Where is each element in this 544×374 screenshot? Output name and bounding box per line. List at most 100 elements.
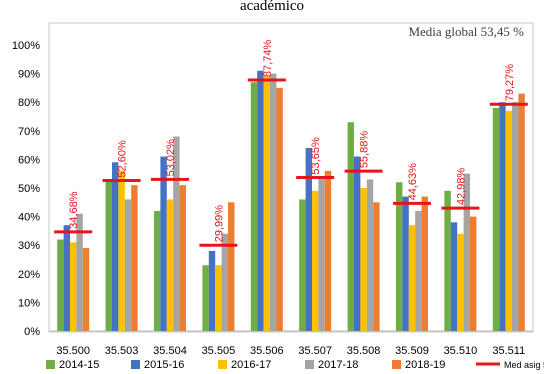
bar-2017-18-35.506 bbox=[270, 73, 277, 331]
mean-label: 42,98% bbox=[455, 168, 467, 206]
bars-group bbox=[57, 70, 525, 332]
bar-2014-15-35.504 bbox=[154, 210, 161, 331]
mean-label: 87,74% bbox=[262, 40, 274, 78]
global-mean-annotation: Media global 53,45 % bbox=[408, 24, 524, 39]
bar-2017-18-35.507 bbox=[318, 176, 325, 331]
mean-label: 52,60% bbox=[117, 140, 129, 178]
legend: 2014-15 2015-16 2016-17 2017-18 2018-19 Med a… bbox=[46, 359, 544, 371]
legend-label: 2014-15 bbox=[59, 359, 99, 371]
mean-lines-group bbox=[54, 78, 528, 247]
mean-label: 34,68% bbox=[68, 191, 80, 229]
legend-label: 2015-16 bbox=[144, 359, 184, 371]
bar-2016-17-35.503 bbox=[118, 170, 125, 331]
plot-frame bbox=[48, 22, 534, 333]
legend-swatch-2015-16 bbox=[131, 360, 140, 369]
mean-label: 29,99% bbox=[213, 205, 225, 243]
legend-label: 2016-17 bbox=[231, 359, 271, 371]
y-tick-label: 90% bbox=[18, 69, 40, 81]
bar-2016-17-35.511 bbox=[505, 110, 512, 331]
bar-2015-16-35.504 bbox=[160, 156, 167, 331]
bar-2014-15-35.510 bbox=[444, 190, 451, 331]
y-axis: 0% 10% 20% 30% 40% 50% 60% 70% 80% 90% 100% bbox=[12, 40, 40, 338]
bar-2016-17-35.510 bbox=[457, 233, 464, 331]
bar-2016-17-35.508 bbox=[360, 188, 367, 331]
bar-2018-19-35.507 bbox=[324, 170, 332, 331]
legend-label: 2018-19 bbox=[405, 359, 445, 371]
mean-label: 79,27% bbox=[504, 64, 516, 102]
x-tick-label: 35.509 bbox=[395, 345, 429, 357]
x-tick-label: 35.507 bbox=[298, 345, 332, 357]
bar-2018-19-35.510 bbox=[470, 216, 477, 331]
x-tick-label: 35.506 bbox=[250, 345, 284, 357]
x-tick-label: 35.511 bbox=[492, 345, 525, 357]
y-tick-label: 0% bbox=[24, 326, 40, 338]
bar-2015-16-35.505 bbox=[208, 250, 216, 331]
bar-2016-17-35.509 bbox=[408, 225, 416, 331]
bar-2015-16-35.507 bbox=[305, 147, 312, 331]
bar-2014-15-35.500 bbox=[57, 239, 64, 331]
y-tick-label: 10% bbox=[18, 297, 40, 309]
y-tick-label: 80% bbox=[18, 97, 40, 109]
y-tick-label: 30% bbox=[18, 240, 40, 252]
bar-2014-15-35.506 bbox=[250, 82, 258, 332]
bar-2014-15-35.511 bbox=[492, 107, 500, 331]
y-tick-label: 40% bbox=[18, 212, 40, 224]
bar-2014-15-35.503 bbox=[105, 179, 112, 331]
bar-2017-18-35.511 bbox=[512, 102, 519, 331]
x-tick-label: 35.504 bbox=[153, 345, 187, 357]
mean-label: 44,63% bbox=[407, 163, 419, 201]
x-tick-label: 35.510 bbox=[444, 345, 478, 357]
y-tick-label: 60% bbox=[18, 154, 40, 166]
y-tick-label: 70% bbox=[18, 126, 40, 138]
bar-2014-15-35.509 bbox=[396, 182, 403, 331]
bar-2017-18-35.510 bbox=[463, 173, 470, 331]
x-tick-label: 35.503 bbox=[105, 345, 139, 357]
bar-2014-15-35.507 bbox=[299, 199, 306, 331]
bar-2016-17-35.506 bbox=[263, 76, 270, 332]
bar-2014-15-35.505 bbox=[202, 265, 209, 331]
mean-label: 53,02% bbox=[165, 139, 177, 177]
bar-2016-17-35.500 bbox=[70, 242, 77, 331]
x-tick-label: 35.505 bbox=[202, 345, 236, 357]
bar-2017-18-35.508 bbox=[366, 179, 374, 331]
bar-2017-18-35.505 bbox=[221, 233, 228, 331]
y-tick-label: 20% bbox=[18, 269, 40, 281]
bar-2015-16-35.508 bbox=[354, 156, 361, 331]
bar-2015-16-35.510 bbox=[450, 222, 458, 331]
bar-2017-18-35.509 bbox=[415, 210, 422, 331]
legend-swatch-2018-19 bbox=[392, 360, 401, 369]
bar-2015-16-35.500 bbox=[63, 225, 70, 331]
bar-2018-19-35.504 bbox=[179, 185, 186, 331]
bar-2015-16-35.509 bbox=[402, 196, 409, 331]
x-tick-label: 35.500 bbox=[56, 345, 90, 357]
bar-2014-15-35.508 bbox=[347, 122, 354, 331]
mean-label: 53,65% bbox=[310, 137, 322, 175]
x-tick-label: 35.508 bbox=[347, 345, 381, 357]
legend-swatch-2017-18 bbox=[305, 360, 314, 369]
bar-2016-17-35.504 bbox=[166, 199, 174, 331]
legend-label: 2017-18 bbox=[318, 359, 358, 371]
bar-2018-19-35.508 bbox=[373, 202, 380, 331]
bar-2015-16-35.506 bbox=[257, 70, 264, 332]
bar-2017-18-35.504 bbox=[173, 136, 180, 331]
bar-2016-17-35.505 bbox=[215, 265, 222, 331]
mean-labels-group: 34,68% 52,60% 53,02% 29,99% 87,74% 53,65% 55,8… bbox=[68, 40, 516, 243]
bar-2018-19-35.503 bbox=[131, 185, 138, 331]
bar-2018-19-35.509 bbox=[421, 196, 428, 331]
y-tick-label: 50% bbox=[18, 183, 40, 195]
legend-label-mean: Med asig 5 años bbox=[504, 360, 544, 370]
bar-2017-18-35.503 bbox=[124, 199, 132, 331]
legend-swatch-2016-17 bbox=[218, 360, 227, 369]
bar-2017-18-35.500 bbox=[76, 213, 83, 331]
y-tick-label: 100% bbox=[12, 40, 40, 52]
bar-2018-19-35.511 bbox=[518, 93, 525, 332]
bar-2018-19-35.500 bbox=[82, 248, 90, 331]
bar-2018-19-35.506 bbox=[276, 87, 283, 332]
legend-swatch-2014-15 bbox=[46, 360, 55, 369]
chart-title-fragment: académico bbox=[240, 0, 304, 14]
bar-2016-17-35.507 bbox=[312, 190, 319, 331]
bar-2015-16-35.503 bbox=[112, 162, 119, 331]
bar-2015-16-35.511 bbox=[499, 102, 506, 331]
x-axis: 35.500 35.503 35.504 35.505 35.506 35.507 35.5… bbox=[56, 345, 525, 357]
